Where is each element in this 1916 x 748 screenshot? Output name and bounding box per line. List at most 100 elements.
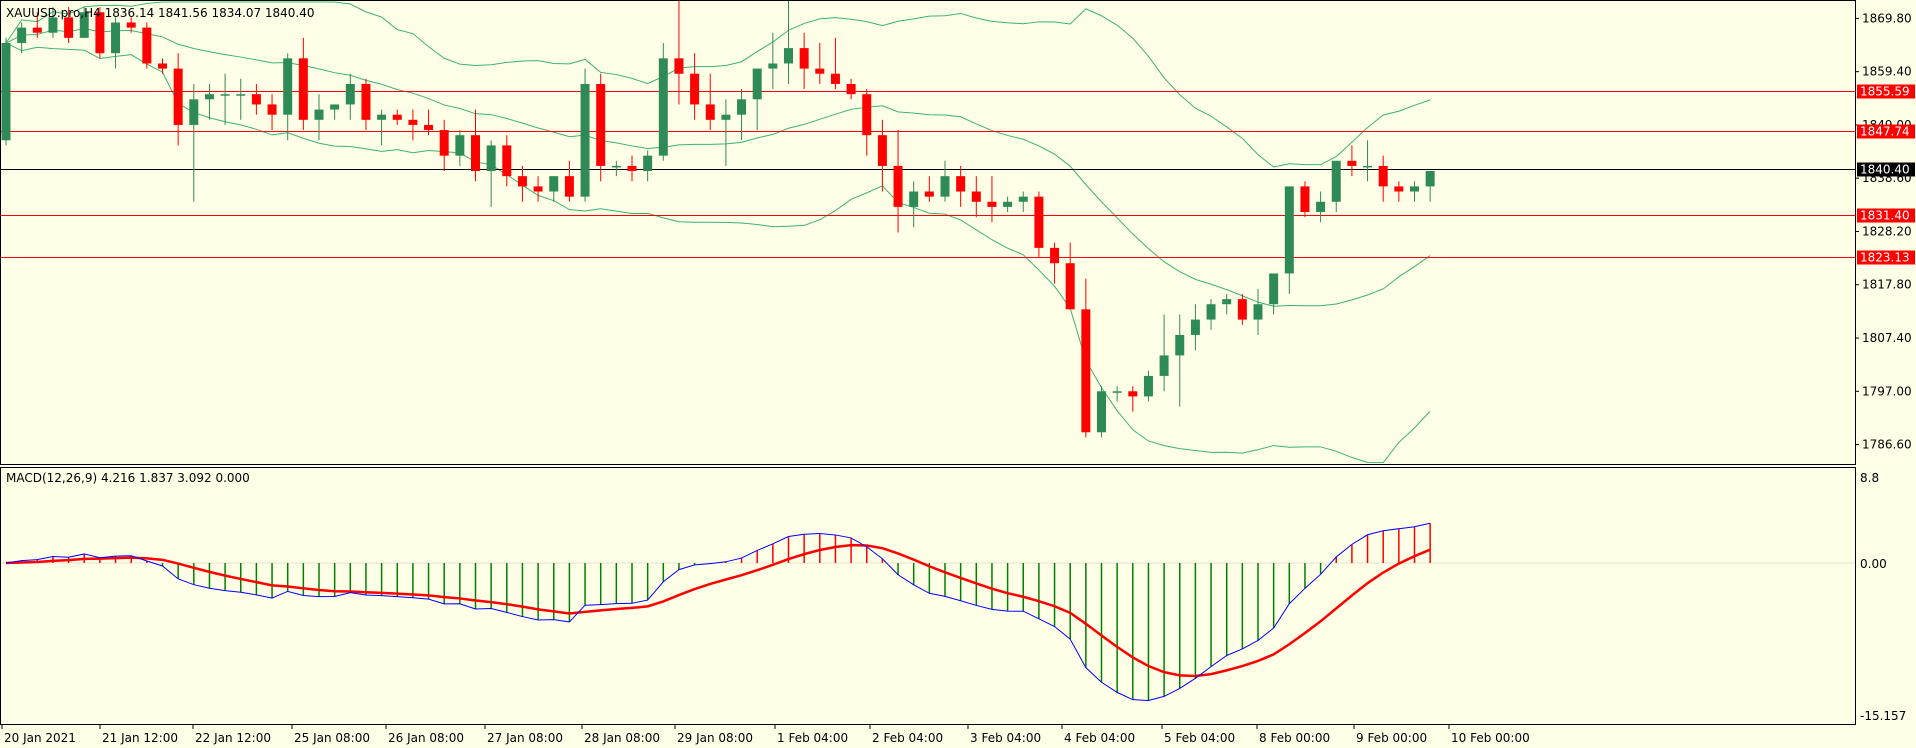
candle-body — [502, 145, 512, 177]
time-tick-label: 1 Feb 04:00 — [777, 731, 848, 745]
candle-body — [1190, 319, 1200, 335]
macd-info: MACD(12,26,9) 4.216 1.837 3.092 0.000 — [6, 471, 250, 485]
candle-body — [627, 165, 637, 172]
candle-body — [283, 58, 293, 115]
candle-body — [596, 83, 606, 166]
time-tick-label: 26 Jan 08:00 — [388, 731, 464, 745]
candle-body — [1143, 375, 1153, 397]
level-price-label: 1855.59 — [1860, 85, 1910, 99]
candle-body — [971, 191, 981, 202]
candle-body — [204, 94, 214, 100]
candle-body — [1081, 309, 1091, 433]
macd-signal-line — [5, 543, 1431, 678]
candle-body — [1097, 391, 1106, 433]
candle-body — [643, 155, 653, 172]
current-price-tag — [1857, 162, 1915, 177]
candle-body — [799, 48, 809, 69]
level-price-tag — [1857, 250, 1915, 265]
candle-body — [987, 201, 997, 207]
price-tick-label: 1859.40 — [1862, 65, 1912, 79]
horizontal-levels[interactable] — [0, 91, 1855, 258]
time-tick-label: 2 Feb 04:00 — [872, 731, 943, 745]
candle-body — [361, 83, 371, 120]
candle-body — [830, 73, 840, 84]
candlestick-series — [1, 0, 1435, 438]
price-axis: 1869.801859.401849.001838.601828.201817.… — [1855, 11, 1912, 452]
candle-body — [17, 27, 27, 43]
candle-body — [517, 176, 527, 187]
level-price-labels: 1855.59 1847.74 1831.40 1823.13 1840.40 — [1857, 84, 1915, 265]
price-tick-label: 1786.60 — [1862, 438, 1912, 452]
candle-body — [877, 135, 887, 166]
candle-body — [189, 99, 199, 125]
candle-body — [220, 94, 230, 96]
level-price-tag — [1857, 124, 1915, 139]
candle-body — [862, 94, 872, 136]
candle-body — [737, 99, 747, 115]
candle-body — [1269, 273, 1279, 305]
macd-scale-top: 8.8 — [1860, 471, 1879, 485]
candle-body — [674, 58, 684, 74]
candle-body — [721, 114, 731, 120]
candle-body — [768, 63, 778, 69]
candle-body — [142, 27, 152, 64]
candle-body — [784, 48, 793, 64]
candle-body — [439, 130, 449, 156]
time-tick-label: 4 Feb 04:00 — [1064, 731, 1135, 745]
candle-body — [377, 114, 387, 120]
candle-body — [924, 191, 934, 197]
candle-body — [1003, 201, 1013, 207]
candle-body — [1331, 160, 1341, 202]
candle-body — [471, 135, 480, 172]
macd-indicator — [0, 522, 1855, 702]
time-tick-label: 8 Feb 00:00 — [1259, 731, 1330, 745]
candle-body — [158, 63, 167, 69]
candle-body — [392, 114, 402, 120]
time-tick-label: 9 Feb 00:00 — [1356, 731, 1427, 745]
macd-scale-zero: 0.00 — [1860, 557, 1887, 571]
candle-body — [126, 22, 136, 28]
candle-body — [893, 165, 903, 207]
candle-body — [658, 58, 668, 156]
candle-body — [564, 176, 574, 197]
price-tick-label: 1828.20 — [1862, 224, 1912, 238]
macd-pane-frame — [0, 467, 1856, 725]
price-tick-label: 1817.80 — [1862, 278, 1912, 292]
candle-body — [79, 12, 89, 38]
candle-body — [455, 135, 465, 156]
candle-body — [111, 22, 121, 54]
level-price-label: 1823.13 — [1860, 251, 1910, 265]
candle-body — [909, 191, 919, 207]
candle-body — [173, 68, 183, 125]
candle-body — [1065, 263, 1075, 310]
time-tick-label: 21 Jan 12:00 — [102, 731, 178, 745]
candle-body — [1175, 334, 1185, 356]
price-tick-label: 1807.40 — [1862, 331, 1912, 345]
candle-body — [611, 165, 621, 168]
candle-body — [705, 104, 715, 120]
candle-body — [1018, 196, 1028, 202]
candle-body — [1363, 165, 1373, 168]
macd-main-line — [5, 522, 1431, 702]
price-pane-frame — [0, 0, 1856, 465]
candle-body — [1159, 355, 1169, 376]
candle-body — [1253, 304, 1263, 320]
bollinger-upper — [5, 1, 1431, 168]
candle-body — [236, 94, 246, 96]
time-tick-label: 10 Feb 00:00 — [1451, 731, 1530, 745]
level-price-label: 1831.40 — [1860, 209, 1910, 223]
candle-body — [1425, 171, 1435, 187]
time-tick-label: 5 Feb 04:00 — [1164, 731, 1235, 745]
candle-body — [32, 27, 42, 33]
price-tick-label: 1869.80 — [1862, 11, 1912, 25]
time-tick-label: 3 Feb 04:00 — [970, 731, 1041, 745]
candle-body — [956, 176, 966, 192]
candle-body — [345, 83, 355, 105]
level-price-tag — [1857, 84, 1915, 99]
time-axis: 20 Jan 2021 21 Jan 12:00 22 Jan 12:00 25 Ja… — [1, 725, 1530, 745]
candle-body — [408, 119, 418, 125]
candle-body — [1347, 160, 1357, 166]
candle-body — [580, 83, 590, 197]
candle-body — [1112, 391, 1122, 393]
